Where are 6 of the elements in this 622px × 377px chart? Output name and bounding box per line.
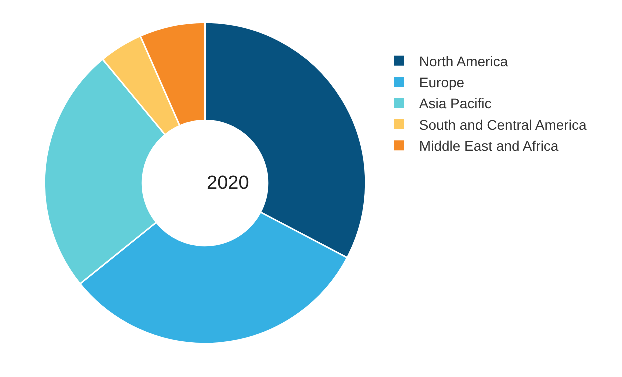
legend-label: Asia Pacific	[419, 96, 492, 112]
legend-label: Europe	[419, 74, 465, 90]
text: 2020	[207, 173, 250, 194]
legend-label: North America	[419, 53, 508, 70]
legend-label: Middle East and Africa	[419, 138, 559, 154]
legend-label: South and Central America	[419, 116, 587, 133]
